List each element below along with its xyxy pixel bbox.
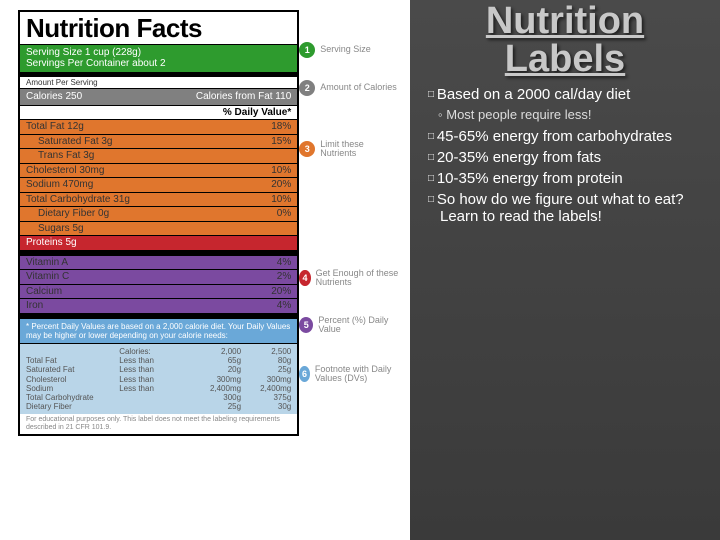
footnote-row: CholesterolLess than300mg300mg: [26, 375, 291, 384]
nutrient-row: Iron4%: [20, 299, 297, 314]
callout-3: 3 Limit these Nutrients: [299, 140, 402, 159]
bullet-1: Based on a 2000 cal/day diet: [428, 86, 702, 103]
nutrient-row: Sodium 470mg20%: [20, 178, 297, 193]
nutrient-row: Trans Fat 3g: [20, 149, 297, 164]
bullet-3: 20-35% energy from fats: [428, 149, 702, 166]
amount-per-serving: Amount Per Serving: [20, 77, 297, 89]
nutrient-row: Calcium20%: [20, 285, 297, 300]
callout-4: 4 Get Enough of these Nutrients: [299, 269, 402, 288]
nutrient-row: Vitamin A4%: [20, 256, 297, 271]
bullet-list: Based on a 2000 cal/day diet Most people…: [428, 78, 702, 225]
right-column: Nutrition Labels Based on a 2000 cal/day…: [410, 0, 720, 540]
nutrient-row: Saturated Fat 3g15%: [20, 135, 297, 150]
callout-text: Amount of Calories: [320, 83, 397, 92]
callout-5: 5 Percent (%) Daily Value: [299, 316, 402, 335]
slide-title: Nutrition Labels: [428, 0, 702, 78]
left-column: Nutrition Facts Serving Size 1 cup (228g…: [0, 0, 410, 540]
callout-6: 6 Footnote with Daily Values (DVs): [299, 365, 402, 384]
protein-row: Proteins 5g: [20, 236, 297, 251]
callout-badge: 4: [299, 270, 310, 286]
label-title: Nutrition Facts: [20, 12, 297, 45]
callout-badge: 6: [299, 366, 310, 382]
bullet-5: So how do we figure out what to eat? Lea…: [428, 191, 702, 225]
servings-per-container: Servings Per Container about 2: [26, 58, 291, 70]
nutrient-row: Sugars 5g: [20, 222, 297, 237]
calories: Calories 250: [26, 91, 82, 103]
bullet-2: 45-65% energy from carbohydrates: [428, 128, 702, 145]
callout-text: Limit these Nutrients: [320, 140, 402, 159]
subbullet-1: Most people require less!: [428, 107, 702, 122]
nutrient-row: Total Carbohydrate 31g10%: [20, 193, 297, 208]
nutrient-row: Total Fat 12g18%: [20, 120, 297, 135]
callout-badge: 5: [299, 317, 313, 333]
callout-text: Serving Size: [320, 45, 371, 54]
limit-section: Total Fat 12g18%Saturated Fat 3g15%Trans…: [20, 120, 297, 236]
bullet-4: 10-35% energy from protein: [428, 170, 702, 187]
callout-text: Percent (%) Daily Value: [318, 316, 402, 335]
nutrient-row: Vitamin C2%: [20, 270, 297, 285]
edu-note: For educational purposes only. This labe…: [20, 414, 297, 434]
callout-badge: 1: [299, 42, 315, 58]
callout-text: Get Enough of these Nutrients: [316, 269, 402, 288]
callout-text: Footnote with Daily Values (DVs): [315, 365, 402, 384]
serving-size: Serving Size 1 cup (228g): [26, 47, 291, 59]
nutrient-row: Cholesterol 30mg10%: [20, 164, 297, 179]
dv-header: % Daily Value*: [20, 106, 297, 121]
callout-2: 2 Amount of Calories: [299, 80, 402, 96]
nutrient-row: Dietary Fiber 0g0%: [20, 207, 297, 222]
nutrition-label: Nutrition Facts Serving Size 1 cup (228g…: [18, 10, 299, 436]
callout-1: 1 Serving Size: [299, 42, 402, 58]
calories-from-fat: Calories from Fat 110: [196, 91, 291, 103]
footnote: * Percent Daily Values are based on a 2,…: [20, 319, 297, 344]
footnote-table: Calories:2,0002,500Total FatLess than65g…: [20, 344, 297, 414]
callout-badge: 2: [299, 80, 315, 96]
footnote-row: Total FatLess than65g80g: [26, 356, 291, 365]
footnote-row: Dietary Fiber25g30g: [26, 402, 291, 411]
footnote-row: Saturated FatLess than20g25g: [26, 365, 291, 374]
callout-badge: 3: [299, 141, 315, 157]
footnote-row: Total Carbohydrate300g375g: [26, 393, 291, 402]
calories-band: Calories 250 Calories from Fat 110: [20, 89, 297, 106]
serving-band: Serving Size 1 cup (228g) Servings Per C…: [20, 45, 297, 77]
getenough-section: Vitamin A4%Vitamin C2%Calcium20%Iron4%: [20, 256, 297, 314]
callouts: 1 Serving Size 2 Amount of Calories 3 Limit t…: [299, 10, 402, 390]
footnote-row: SodiumLess than2,400mg2,400mg: [26, 384, 291, 393]
